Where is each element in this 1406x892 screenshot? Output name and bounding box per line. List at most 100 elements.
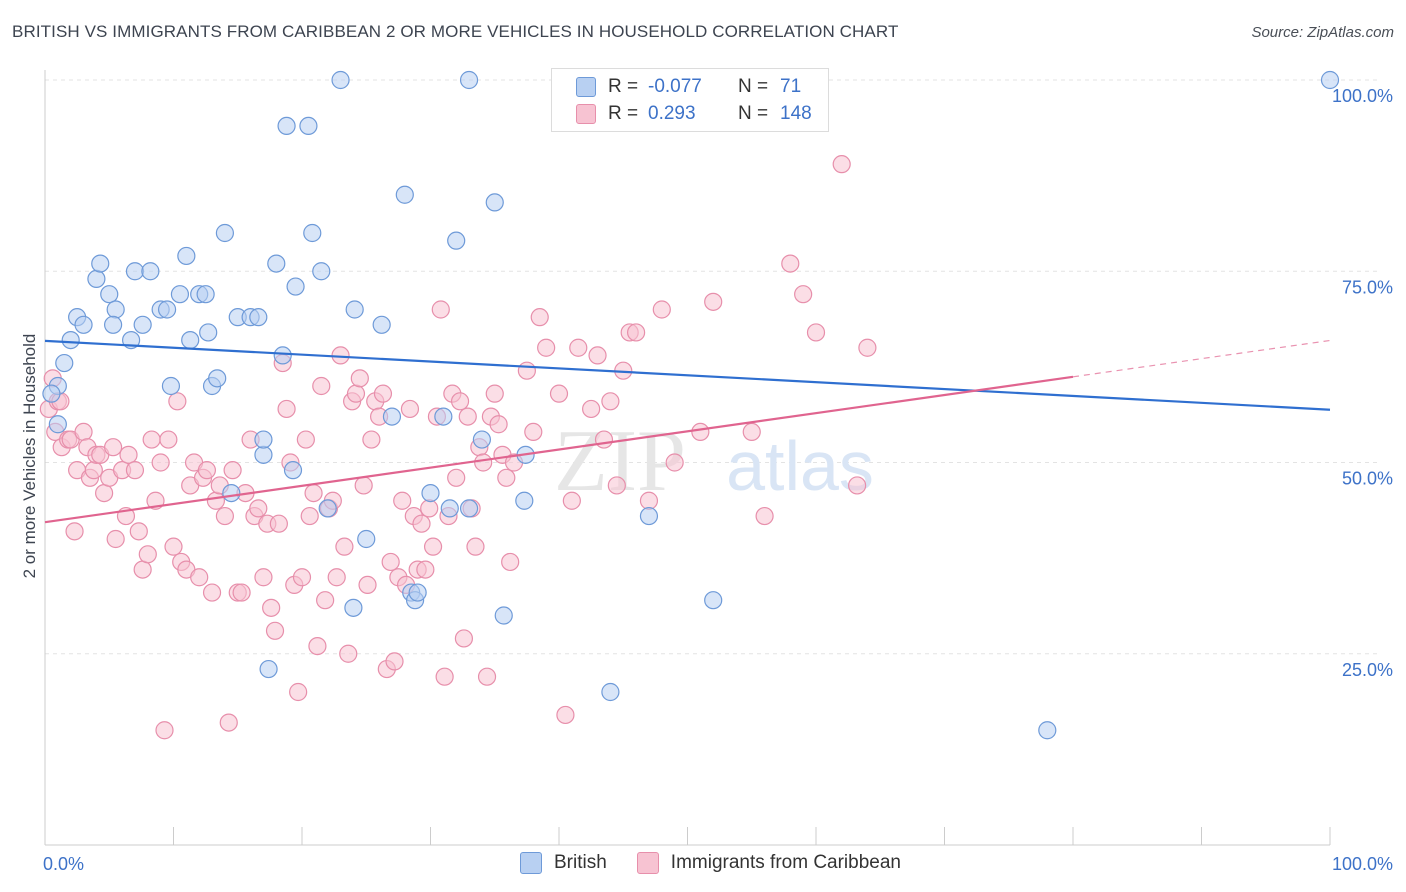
caribbean-legend-label: Immigrants from Caribbean [670,852,901,873]
caribbean-point [339,644,358,663]
legend-row-british: R = -0.077 N = 71 [576,74,801,100]
caribbean-point [454,629,474,648]
caribbean-point [223,461,242,480]
caribbean-point [556,705,575,725]
caribbean-point [665,453,684,472]
british-point [74,315,93,334]
caribbean-point [691,422,710,441]
caribbean-point [466,537,485,556]
british-point [161,376,181,396]
british-point [1320,70,1340,90]
british-point [170,285,190,304]
caribbean-point [197,461,217,480]
caribbean-point [265,621,285,640]
british-point [440,499,459,518]
british-n-value: 71 [780,76,802,97]
caribbean-point [373,384,393,403]
caribbean-point [219,713,238,732]
caribbean-swatch [576,104,596,124]
x-tick-label: 0.0% [43,854,84,874]
british-point [100,285,119,304]
british-point [133,315,152,334]
british-point [447,231,466,250]
caribbean-point [354,476,373,495]
british-point [181,331,200,350]
caribbean-point [537,338,556,357]
caribbean-point [262,598,281,617]
caribbean-point [485,384,504,403]
caribbean-point [300,506,319,526]
british-r-label: R = [608,76,639,97]
caribbean-point [477,667,497,686]
caribbean-point [794,285,813,304]
british-point [259,659,278,679]
series-legend: British Immigrants from Caribbean [520,852,931,874]
caribbean-point [249,499,268,518]
caribbean-point [385,652,404,671]
british-point [199,323,218,342]
caribbean-point [848,476,867,495]
caribbean-point [106,529,125,549]
british-point [277,116,296,136]
caribbean-point [358,575,377,595]
caribbean-point [335,537,354,556]
caribbean-point [84,461,103,480]
caribbean-point [65,522,84,541]
british-point [459,499,479,518]
caribbean-point [269,514,288,533]
caribbean-point [168,392,187,411]
y-tick-label: 25.0% [1342,660,1393,680]
caribbean-r-value: 0.293 [648,103,696,124]
british-point [283,461,303,480]
caribbean-point [435,667,454,686]
british-point [485,193,504,212]
caribbean-point [133,560,152,579]
caribbean-point [626,323,646,342]
caribbean-point [350,369,369,388]
british-point [87,269,106,288]
british-r-value: -0.077 [648,76,702,97]
caribbean-point [549,384,569,403]
caribbean-point [416,560,435,579]
caribbean-point [450,392,470,411]
caribbean-point [489,415,508,434]
british-point [421,484,440,503]
caribbean-point [639,491,659,510]
caribbean-point [517,361,536,380]
caribbean-point [206,491,226,510]
caribbean-point [501,552,520,572]
watermark: ZIP atlas [554,413,874,510]
gridlines [45,79,1380,655]
british-point [273,346,292,365]
caribbean-point [254,568,273,587]
british-points [42,70,1340,740]
caribbean-point [312,376,331,396]
british-point [254,430,273,449]
caribbean-point [781,254,800,273]
caribbean-point [447,468,466,487]
caribbean-point [327,568,346,587]
british-point [42,384,61,403]
caribbean-point [277,399,296,419]
british-point [312,262,331,281]
british-point [704,591,723,610]
british-point [318,499,337,518]
caribbean-n-label: N = [738,103,769,124]
british-point [395,185,414,204]
caribbean-point [164,537,183,556]
british-point [299,116,318,136]
british-point [382,407,402,426]
caribbean-points [39,155,877,740]
x-tick-label: 100.0% [1332,854,1393,874]
caribbean-point [104,438,123,457]
caribbean-point [159,430,178,449]
caribbean-point [569,338,588,357]
british-point [125,262,145,281]
british-point [249,308,268,327]
caribbean-point [155,721,174,740]
caribbean-point [74,422,93,441]
british-point [286,277,305,296]
caribbean-point [742,422,761,441]
chart-title: BRITISH VS IMMIGRANTS FROM CARIBBEAN 2 O… [12,22,899,41]
